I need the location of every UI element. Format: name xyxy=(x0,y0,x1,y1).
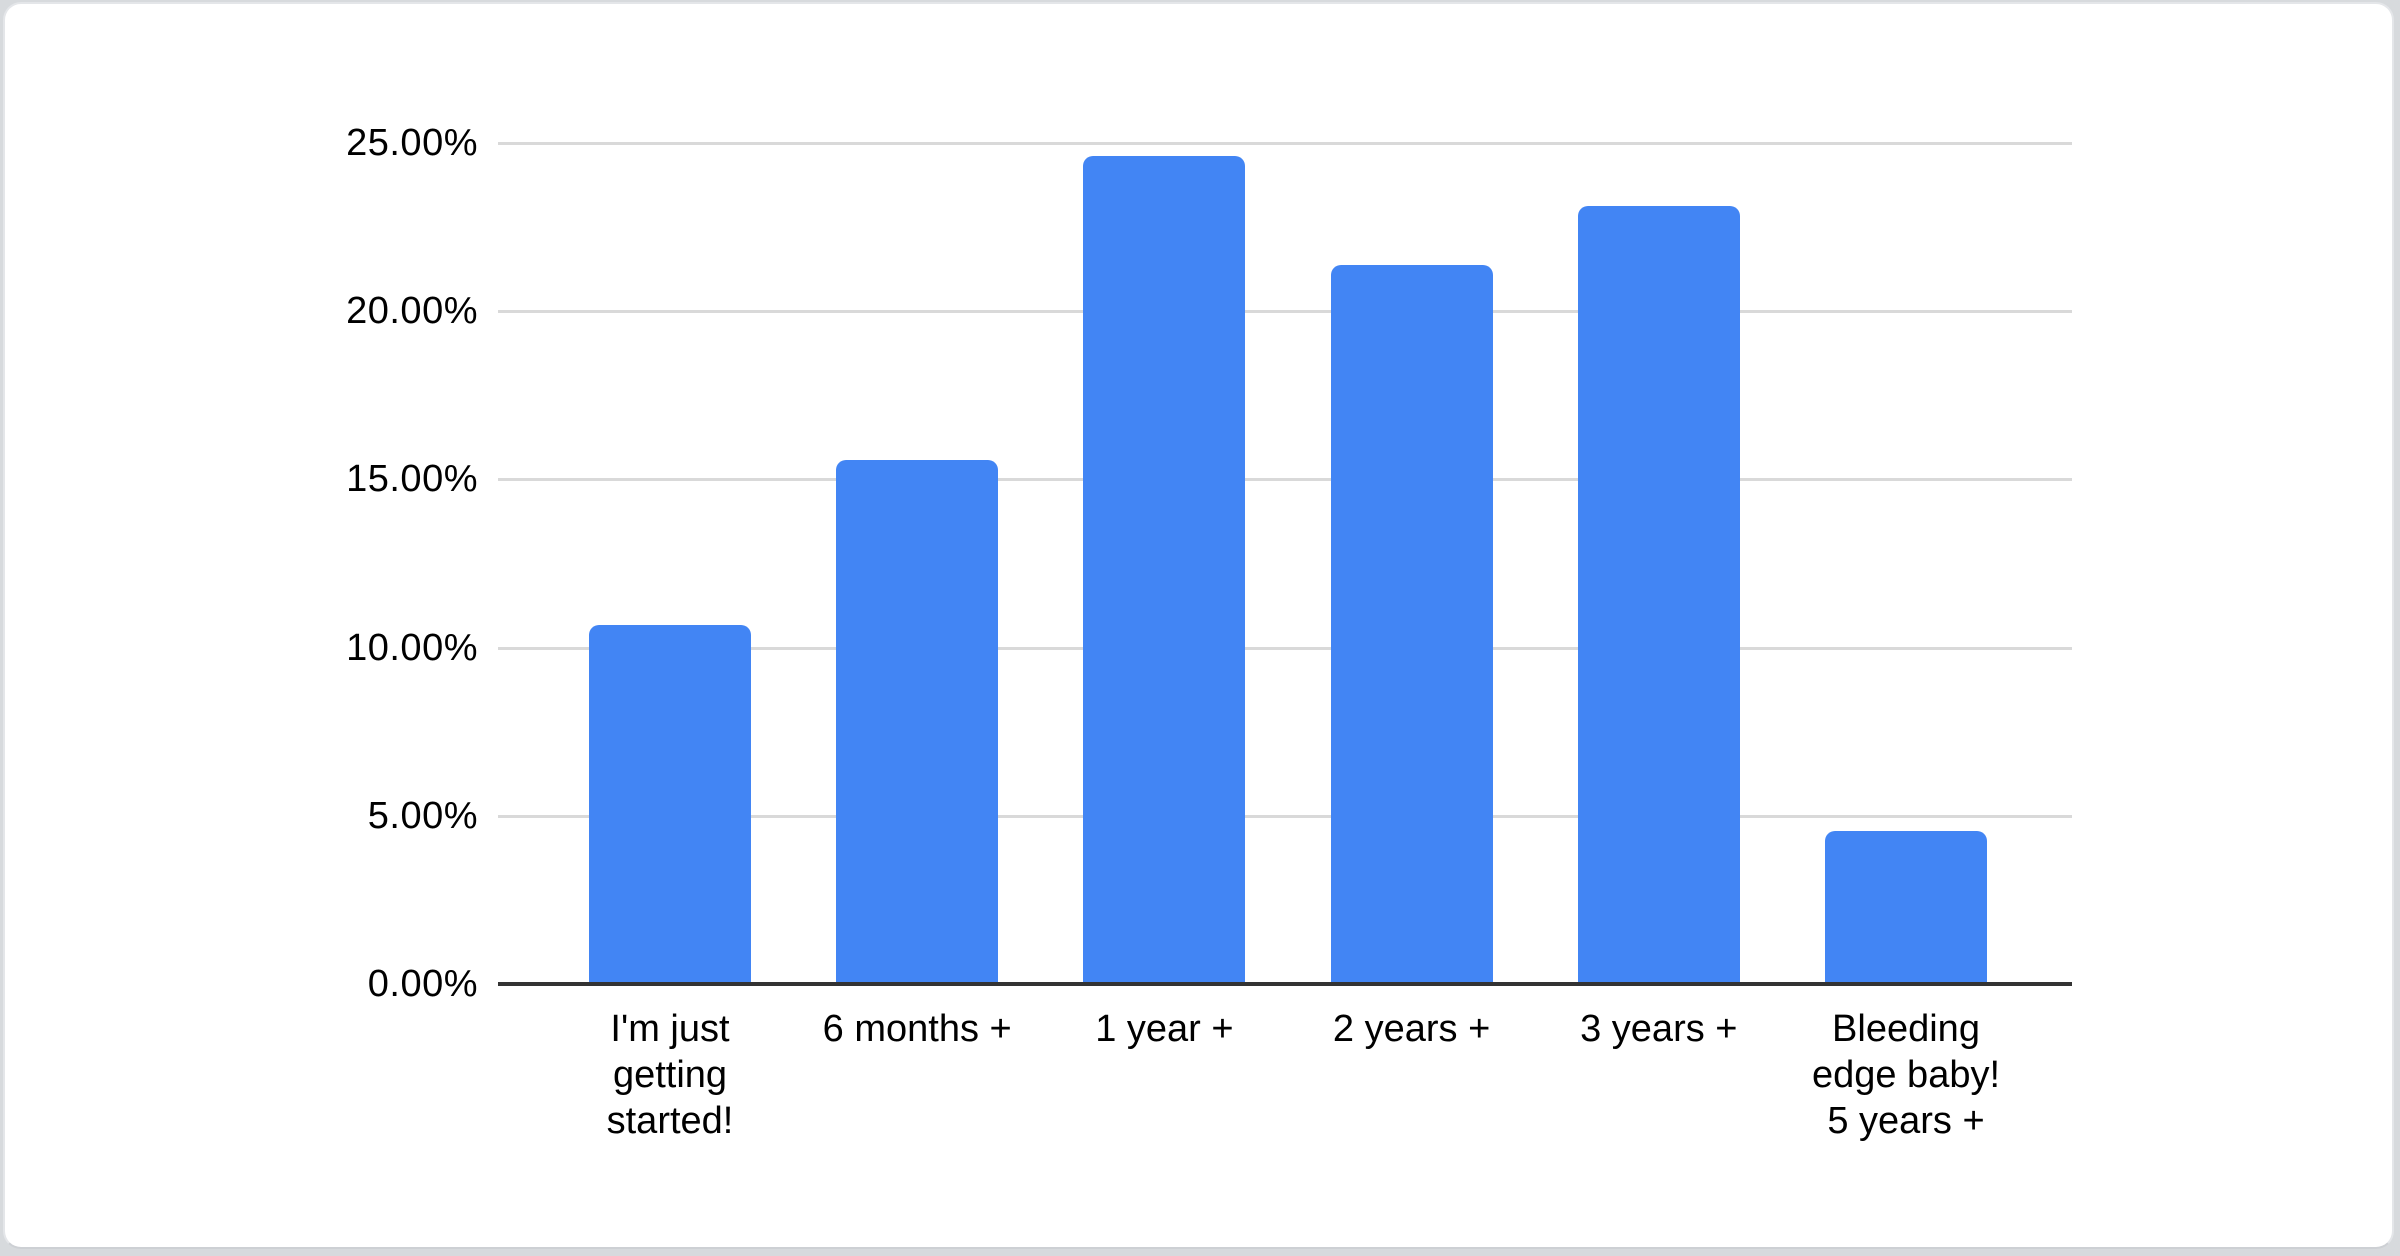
x-axis-category-label: 6 months + xyxy=(822,1008,1012,1050)
x-axis-category-label: I'm just getting started! xyxy=(606,1008,734,1142)
x-axis-category-label: Bleeding edge baby! 5 years + xyxy=(1811,1008,2001,1142)
y-axis-tick-label: 10.00% xyxy=(346,626,478,669)
x-axis-category-label: 1 year + xyxy=(1095,1008,1234,1050)
x-axis-line xyxy=(498,982,2072,986)
gridline xyxy=(498,646,2072,650)
gridline xyxy=(498,142,2072,145)
plot-area xyxy=(498,142,2072,986)
y-axis-tick-label: 15.00% xyxy=(346,458,478,501)
gridline xyxy=(498,478,2072,482)
x-axis-category-label: 2 years + xyxy=(1332,1008,1491,1050)
bar-chart: 0.00% 5.00% 10.00% 15.00% 20.00% 25.00% I'm j… xyxy=(5,4,2392,1247)
y-axis-labels: 0.00% 5.00% 10.00% 15.00% 20.00% 25.00% xyxy=(5,4,478,1247)
bar-1-year xyxy=(1083,156,1246,984)
bar-i-m-just-getting-started xyxy=(589,625,751,984)
y-axis-tick-label: 20.00% xyxy=(346,290,478,333)
y-axis-tick-label: 5.00% xyxy=(367,794,478,837)
x-axis-labels: I'm just getting started! 6 months + 1 yea… xyxy=(498,1006,2072,1166)
y-axis-tick-label: 0.00% xyxy=(367,963,478,1005)
bar-3-years xyxy=(1577,206,1740,984)
gridline xyxy=(498,814,2072,818)
gridline xyxy=(498,310,2072,314)
bar-bleeding-edge-baby-5-years xyxy=(1825,831,1987,984)
x-axis-category-label: 3 years + xyxy=(1580,1008,1738,1050)
bar-2-years xyxy=(1330,265,1493,984)
chart-card: 0.00% 5.00% 10.00% 15.00% 20.00% 25.00% I'm j… xyxy=(3,2,2394,1249)
y-axis-tick-label: 25.00% xyxy=(346,122,478,164)
bar-6-months xyxy=(836,460,999,984)
